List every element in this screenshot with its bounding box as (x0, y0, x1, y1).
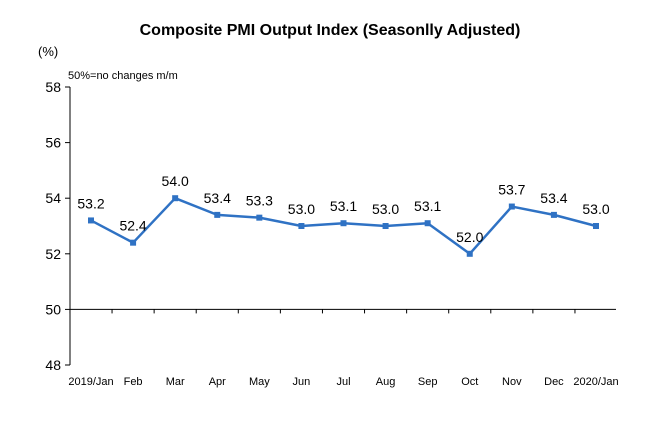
data-point (172, 195, 179, 202)
data-point (256, 214, 263, 221)
y-tick-label: 50 (45, 301, 61, 317)
x-tick-label: Apr (209, 376, 226, 388)
x-tick-label: 2020/Jan (573, 376, 618, 388)
data-point (298, 223, 305, 229)
data-point (382, 223, 389, 229)
y-axis-unit-label: (%) (38, 44, 59, 59)
data-label: 53.4 (540, 190, 567, 206)
data-point (340, 220, 347, 227)
y-tick-label: 58 (45, 79, 61, 95)
y-tick-label: 54 (45, 190, 61, 206)
data-label: 53.2 (77, 195, 104, 211)
data-label: 53.0 (288, 201, 315, 217)
x-tick-label: Jun (293, 376, 311, 388)
x-tick-label: Jul (336, 376, 350, 388)
data-point (593, 223, 599, 229)
x-tick-label: May (249, 376, 270, 388)
y-tick-label: 52 (45, 246, 61, 262)
data-point (88, 217, 94, 224)
x-tick-label: Sep (418, 376, 438, 388)
x-tick-label: Aug (376, 376, 396, 388)
y-tick-label: 56 (45, 135, 61, 151)
data-point (466, 250, 473, 257)
data-point (214, 211, 221, 218)
chart-title: Composite PMI Output Index (Seasonlly Ad… (139, 22, 521, 39)
data-point (508, 203, 515, 210)
data-label: 53.0 (372, 201, 399, 217)
x-tick-label: Oct (461, 376, 478, 388)
data-label: 53.4 (204, 190, 231, 206)
data-point (424, 220, 431, 227)
x-tick-label: Dec (544, 376, 564, 388)
x-tick-label: Mar (166, 376, 185, 388)
data-point (550, 211, 557, 218)
data-label: 52.0 (456, 229, 483, 245)
y-tick-label: 48 (45, 357, 61, 373)
x-tick-label: Feb (124, 376, 143, 388)
data-label: 53.0 (582, 201, 609, 217)
data-label: 53.7 (498, 182, 525, 198)
data-label: 52.4 (119, 218, 146, 234)
data-point (130, 239, 137, 246)
data-label: 54.0 (162, 173, 189, 189)
x-tick-label: Nov (502, 376, 522, 388)
data-label: 53.1 (414, 198, 441, 214)
reference-note: 50%=no changes m/m (68, 70, 178, 82)
data-label: 53.1 (330, 198, 357, 214)
data-label: 53.3 (246, 193, 273, 209)
x-tick-label: 2019/Jan (68, 376, 113, 388)
